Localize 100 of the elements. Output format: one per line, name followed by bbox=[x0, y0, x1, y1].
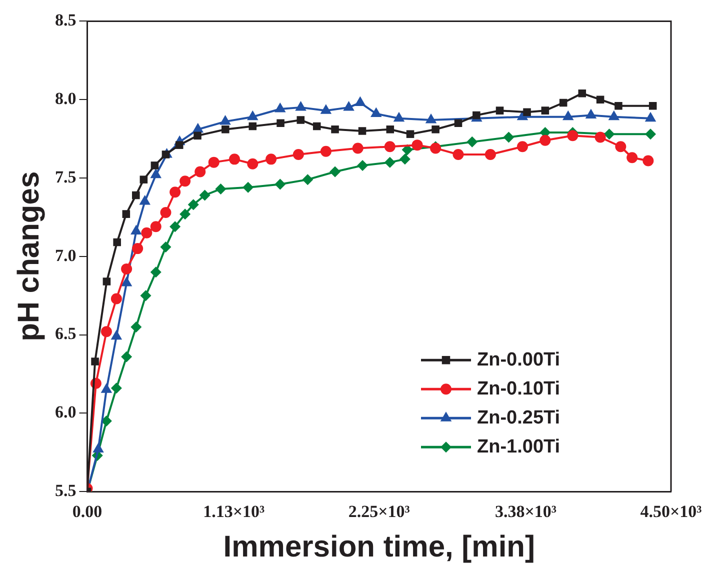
point bbox=[540, 134, 551, 146]
point bbox=[100, 416, 112, 427]
y-tick-label: 7.5 bbox=[55, 167, 76, 186]
point bbox=[312, 122, 321, 130]
point bbox=[175, 141, 184, 149]
point bbox=[331, 126, 339, 134]
point bbox=[645, 128, 656, 140]
point bbox=[122, 210, 130, 218]
point bbox=[92, 442, 104, 453]
point bbox=[139, 195, 150, 205]
point bbox=[523, 108, 531, 116]
y-tick-label: 8.0 bbox=[55, 88, 76, 108]
point bbox=[596, 96, 604, 104]
point bbox=[432, 126, 440, 134]
point bbox=[352, 142, 364, 154]
y-tick-label: 6.0 bbox=[55, 402, 76, 422]
point bbox=[626, 152, 638, 164]
point bbox=[466, 136, 478, 148]
point bbox=[274, 178, 286, 190]
point bbox=[402, 144, 413, 156]
point bbox=[228, 154, 240, 165]
point bbox=[150, 221, 162, 232]
y-tick-label: 8.5 bbox=[55, 10, 76, 30]
point bbox=[247, 158, 258, 170]
point bbox=[110, 330, 122, 340]
y-axis-title: pH changes bbox=[12, 171, 46, 342]
x-tick-label: 1.13×10³ bbox=[203, 502, 265, 522]
point bbox=[578, 89, 586, 98]
point bbox=[130, 321, 142, 332]
point bbox=[180, 208, 191, 220]
point bbox=[358, 127, 366, 135]
point bbox=[132, 191, 140, 200]
point bbox=[242, 182, 254, 193]
y-tick-label: 7.0 bbox=[55, 246, 76, 265]
point bbox=[384, 156, 396, 168]
point bbox=[503, 132, 514, 143]
point bbox=[162, 150, 170, 158]
point bbox=[454, 119, 462, 128]
point bbox=[496, 106, 504, 114]
point bbox=[121, 351, 132, 362]
point bbox=[180, 176, 191, 187]
point bbox=[472, 111, 480, 120]
point bbox=[208, 156, 220, 168]
x-tick-label: 3.38×10³ bbox=[494, 502, 556, 522]
point bbox=[140, 290, 152, 302]
point bbox=[102, 278, 111, 286]
point bbox=[276, 119, 284, 128]
point bbox=[150, 162, 159, 170]
point bbox=[615, 141, 626, 152]
x-tick-label: 4.50×10³ bbox=[640, 502, 702, 522]
point bbox=[516, 141, 528, 152]
point bbox=[357, 160, 368, 171]
point bbox=[160, 206, 172, 218]
point bbox=[399, 154, 410, 165]
point bbox=[170, 186, 181, 198]
point bbox=[330, 166, 341, 178]
point bbox=[541, 106, 550, 114]
legend-label: Zn-0.00Ti bbox=[477, 349, 560, 370]
point bbox=[170, 221, 181, 232]
legend-label: Zn-0.25Ti bbox=[477, 407, 560, 428]
point bbox=[604, 128, 615, 140]
point bbox=[594, 132, 606, 143]
point bbox=[302, 174, 314, 186]
point bbox=[292, 148, 304, 160]
point bbox=[121, 263, 132, 274]
point bbox=[141, 227, 152, 238]
point bbox=[194, 166, 206, 178]
point bbox=[110, 382, 122, 394]
x-tick-label: 0.00 bbox=[72, 502, 102, 522]
point bbox=[567, 130, 578, 142]
y-tick-label: 5.5 bbox=[55, 480, 76, 500]
point bbox=[648, 102, 657, 110]
point bbox=[386, 126, 394, 134]
point bbox=[100, 326, 112, 338]
point bbox=[120, 276, 132, 286]
point bbox=[150, 266, 162, 278]
point bbox=[113, 238, 121, 246]
point bbox=[266, 154, 277, 165]
point bbox=[248, 122, 257, 130]
point bbox=[215, 183, 226, 194]
point bbox=[110, 293, 122, 304]
point bbox=[160, 241, 172, 252]
point bbox=[140, 176, 148, 184]
point bbox=[194, 132, 202, 140]
point bbox=[199, 190, 210, 201]
point bbox=[188, 199, 199, 210]
y-tick-label: 6.5 bbox=[55, 324, 76, 344]
point bbox=[130, 224, 142, 235]
point bbox=[412, 140, 423, 151]
point bbox=[296, 116, 305, 124]
legend-label: Zn-1.00Ti bbox=[477, 436, 560, 458]
point bbox=[406, 130, 414, 138]
point bbox=[559, 98, 568, 107]
point bbox=[452, 148, 464, 160]
legend-label: Zn-0.10Ti bbox=[477, 378, 560, 400]
point bbox=[484, 148, 496, 160]
x-tick-label: 2.25×10³ bbox=[348, 502, 410, 522]
point bbox=[614, 102, 622, 110]
point bbox=[100, 383, 112, 393]
point bbox=[222, 126, 230, 134]
